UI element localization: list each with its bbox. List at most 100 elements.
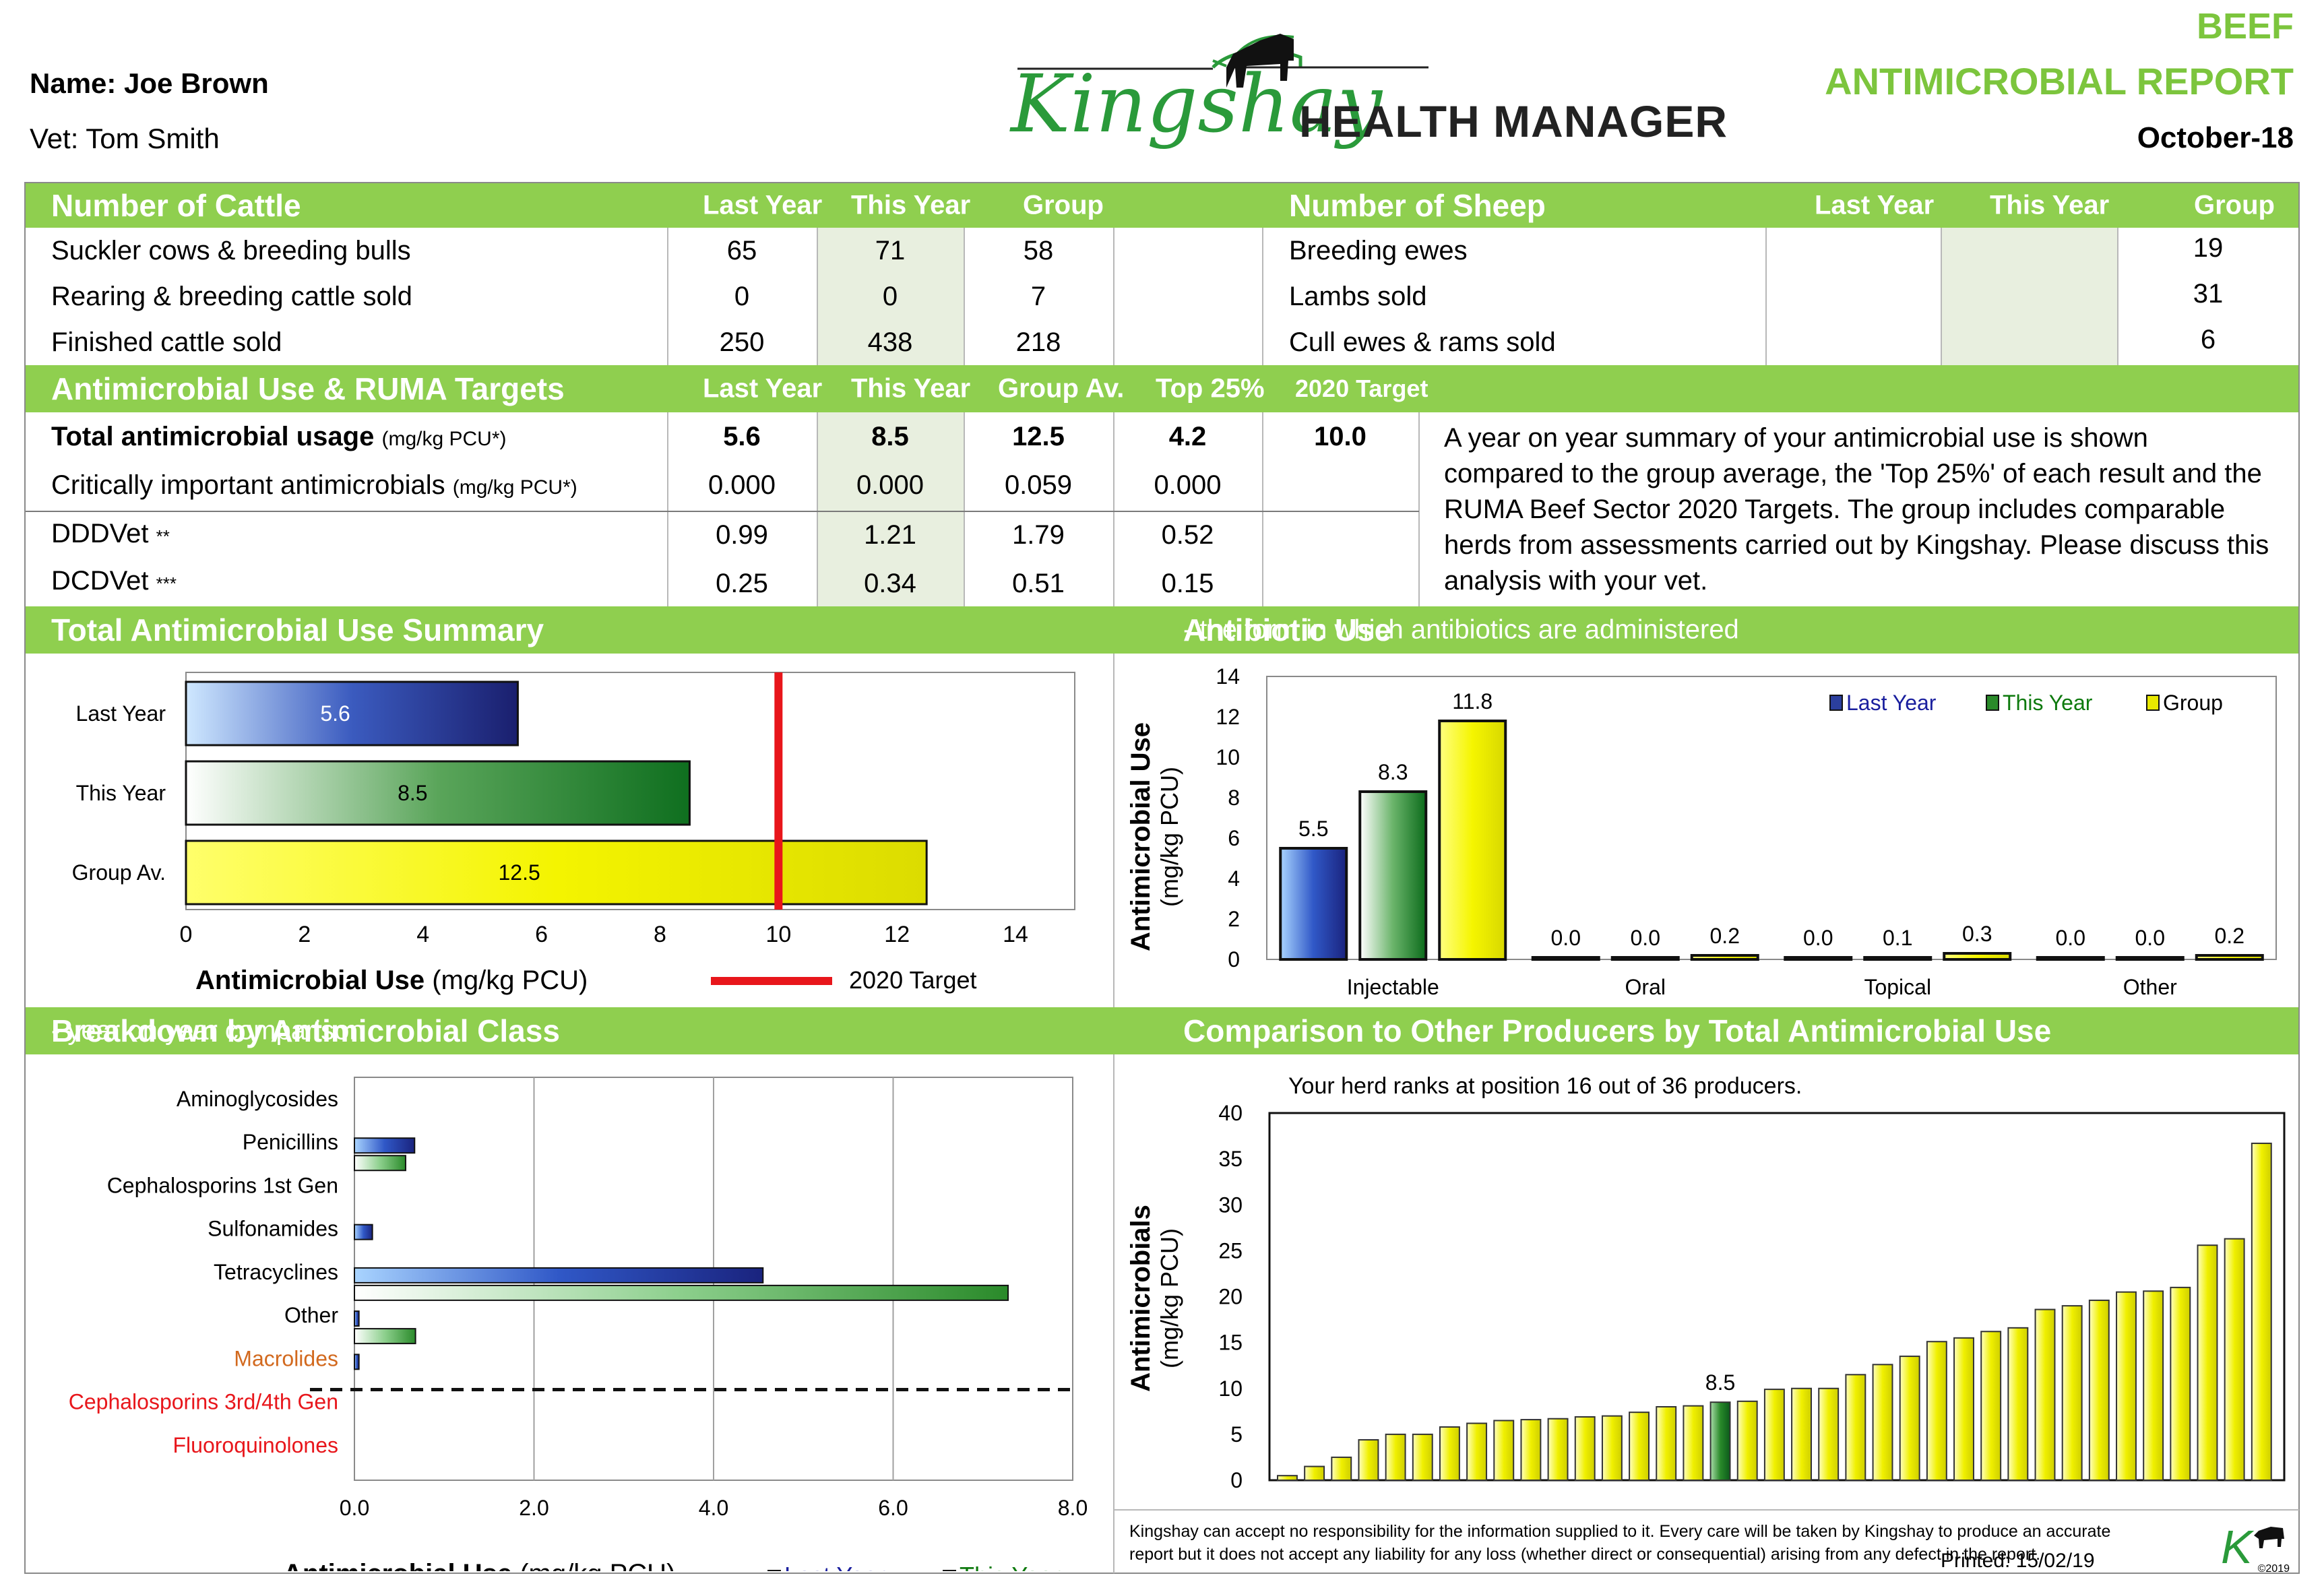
cattle-row-last: 250 xyxy=(719,327,765,357)
bar xyxy=(1784,956,1853,961)
ruma-row-top: 4.2 xyxy=(1168,422,1207,451)
bar xyxy=(2088,1299,2110,1481)
bar xyxy=(1863,956,1933,961)
farmer-name: Name: Joe Brown xyxy=(30,67,269,99)
antibiotic-form-chart: 0 2 4 6 8 10 12 14 5.5 8.3 11.8 Injectable 0.0 0.0 0.2… xyxy=(1126,664,2277,999)
bar-value-label: 0.0 xyxy=(2056,926,2085,950)
cattle-row-label: Finished cattle sold xyxy=(51,327,282,357)
ruma-row-this: 8.5 xyxy=(871,422,909,451)
bar xyxy=(1439,1426,1460,1481)
bar-value-label: 0.2 xyxy=(2215,924,2244,948)
bar xyxy=(2007,1327,2029,1482)
bar xyxy=(1690,954,1759,961)
cattle-row-this: 438 xyxy=(867,327,913,357)
bar xyxy=(2116,1291,2137,1481)
y-tick-label: 15 xyxy=(1218,1331,1243,1355)
cattle-row-last: 0 xyxy=(734,282,750,311)
ruma-row-unit: (mg/kg PCU*) xyxy=(381,428,507,450)
bar xyxy=(1791,1387,1812,1481)
bar xyxy=(1601,1415,1623,1481)
ruma-row-label-text: DCDVet xyxy=(51,566,149,596)
cattle-row-last: 65 xyxy=(726,236,757,265)
copyright: ©2019 xyxy=(2257,1563,2290,1575)
ruma-row-group: 1.79 xyxy=(1012,520,1065,550)
y-tick-label: 5 xyxy=(1230,1422,1243,1447)
cattle-row-group: 58 xyxy=(1023,236,1054,265)
sheep-col-group: Group xyxy=(2194,190,2275,220)
ruma-row-unit: *** xyxy=(156,573,177,594)
ruma-col-top: Top 25% xyxy=(1156,373,1265,404)
cattle-row-label: Rearing & breeding cattle sold xyxy=(51,282,412,311)
y-tick-label: 40 xyxy=(1218,1101,1243,1125)
bar xyxy=(185,680,519,747)
category-label: Other xyxy=(2123,975,2177,999)
x-tick-label: 0.0 xyxy=(340,1496,369,1520)
ruma-row-label-text: Total antimicrobial usage xyxy=(51,422,375,451)
y-axis-unit: (mg/kg PCU) xyxy=(1156,1228,1183,1368)
bar xyxy=(1547,1418,1569,1482)
bar xyxy=(1610,956,1680,961)
total-summary-title: Total Antimicrobial Use Summary xyxy=(51,612,544,647)
bar xyxy=(354,1328,416,1345)
bar xyxy=(2061,1305,2083,1481)
category-label: Last Year xyxy=(76,701,166,726)
bar xyxy=(1331,1456,1352,1481)
cattle-row-group: 218 xyxy=(1015,327,1061,357)
cattle-row-this: 71 xyxy=(875,236,906,265)
sheep-row-label: Breeding ewes xyxy=(1289,236,1468,265)
kingshay-small-logo: K ©2019 xyxy=(2217,1519,2291,1575)
bar xyxy=(354,1155,406,1172)
ruma-col-target: 2020 Target xyxy=(1295,375,1428,402)
report-type: BEEF xyxy=(2196,6,2294,46)
category-label: Other xyxy=(284,1303,338,1327)
bar xyxy=(1872,1364,1893,1482)
breakdown-section-bar: Breakdown by Antimicrobial Class - year … xyxy=(26,1007,2298,1054)
ruma-row-label-text: Critically important antimicrobials xyxy=(51,470,445,500)
bar xyxy=(1683,1405,1704,1482)
cattle-row-this: 0 xyxy=(882,282,898,311)
bar-value-label: 5.6 xyxy=(320,701,350,726)
legend-swatch xyxy=(1829,695,1843,711)
ruma-header-bar: Antimicrobial Use & RUMA Targets Last Ye… xyxy=(26,365,2298,412)
y-tick-label: 30 xyxy=(1218,1193,1243,1217)
ruma-col-group: Group Av. xyxy=(998,373,1125,404)
bar-value-label: 11.8 xyxy=(1452,689,1493,713)
cattle-col-group: Group xyxy=(1023,190,1104,220)
cattle-title: Number of Cattle xyxy=(51,188,301,223)
report-date: October-18 xyxy=(2137,121,2294,154)
bar-value-label: 0.0 xyxy=(1631,926,1660,950)
x-tick-label: 0 xyxy=(180,922,193,947)
ruma-note: A year on year summary of your antimicro… xyxy=(1444,423,2269,596)
bar-value-label: 8.3 xyxy=(1378,760,1408,784)
bar xyxy=(2197,1244,2218,1481)
bar xyxy=(1531,956,1600,961)
cattle-row-label: Suckler cows & breeding bulls xyxy=(51,236,411,265)
ruma-row-label: Critically important antimicrobials (mg/… xyxy=(51,470,577,501)
y-tick-label: 6 xyxy=(1228,826,1240,850)
bar xyxy=(1953,1337,1974,1481)
category-label: Oral xyxy=(1625,975,1666,999)
x-tick-label: 14 xyxy=(1003,922,1028,947)
bar xyxy=(354,1224,373,1240)
ruma-row-top: 0.15 xyxy=(1161,569,1214,598)
ruma-row-last: 0.25 xyxy=(716,569,768,598)
y-axis-label: Antimicrobial Use xyxy=(1126,722,1156,951)
sheep-row-group: 6 xyxy=(2200,325,2216,354)
chart-subtitle: Your herd ranks at position 16 out of 36… xyxy=(1288,1073,1802,1099)
bar xyxy=(2036,956,2105,961)
logo-caps-text: HEALTH MANAGER xyxy=(1299,96,1728,146)
kingshay-k-icon: K xyxy=(2221,1521,2284,1573)
x-tick-label: 8 xyxy=(654,922,666,947)
sheep-row-label: Cull ewes & rams sold xyxy=(1289,327,1556,357)
bar xyxy=(2143,1290,2164,1481)
ruma-row-last: 0.99 xyxy=(716,520,768,550)
ruma-title: Antimicrobial Use & RUMA Targets xyxy=(51,371,565,406)
bar xyxy=(1656,1406,1677,1481)
bar xyxy=(185,839,928,906)
bar xyxy=(354,1310,360,1327)
legend-label: This Year xyxy=(2003,691,2093,715)
sheep-this-year-shade xyxy=(1941,228,2117,365)
ruma-row-group: 12.5 xyxy=(1012,422,1065,451)
bar xyxy=(1385,1433,1406,1481)
bar xyxy=(1438,720,1507,961)
